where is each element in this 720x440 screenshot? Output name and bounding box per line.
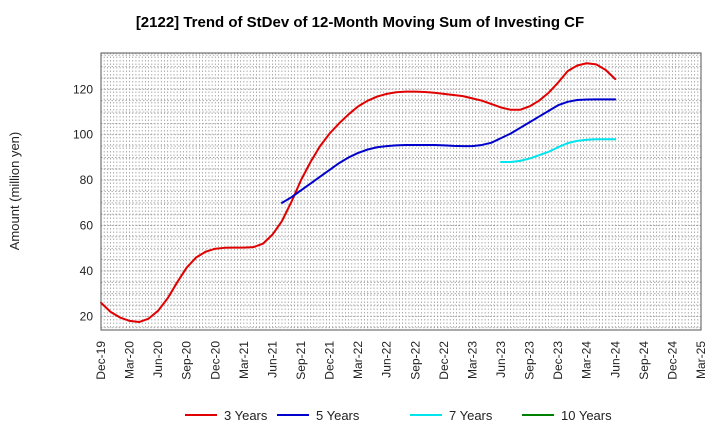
legend-label: 5 Years bbox=[316, 408, 360, 423]
y-tick-label: 80 bbox=[80, 173, 94, 187]
x-tick-label: Sep-23 bbox=[523, 341, 537, 380]
series-line-3-years bbox=[100, 62, 617, 324]
y-tick-label: 120 bbox=[73, 82, 93, 96]
plot-background bbox=[101, 53, 701, 330]
x-tick-label: Dec-21 bbox=[323, 341, 337, 380]
x-tick-label: Dec-24 bbox=[665, 341, 679, 380]
x-tick-label: Sep-21 bbox=[294, 341, 308, 380]
chart-title: [2122] Trend of StDev of 12-Month Moving… bbox=[136, 14, 584, 31]
x-tick-label: Jun-22 bbox=[380, 341, 394, 378]
y-tick-label: 100 bbox=[73, 128, 93, 142]
legend: 3 Years 5 Years 7 Years 10 Years bbox=[185, 408, 612, 423]
y-axis-title: Amount (million yen) bbox=[7, 132, 22, 251]
x-tick-label: Jun-24 bbox=[608, 341, 622, 378]
x-tick-label: Mar-24 bbox=[580, 341, 594, 379]
series-line-5-years bbox=[280, 98, 617, 204]
x-tick-label: Sep-20 bbox=[180, 341, 194, 380]
y-tick-label: 40 bbox=[80, 264, 94, 278]
x-tick-label: Mar-22 bbox=[351, 341, 365, 379]
x-tick-label: Dec-19 bbox=[94, 341, 108, 380]
x-tick-label: Dec-20 bbox=[208, 341, 222, 380]
legend-label: 10 Years bbox=[561, 408, 612, 423]
x-tick-label: Jun-20 bbox=[151, 341, 165, 378]
x-tick-label: Mar-20 bbox=[123, 341, 137, 379]
x-tick-label: Sep-24 bbox=[637, 341, 651, 380]
series-line-7-years bbox=[500, 138, 617, 163]
x-tick-label: Mar-23 bbox=[465, 341, 479, 379]
x-tick-label: Sep-22 bbox=[408, 341, 422, 380]
x-tick-label: Jun-23 bbox=[494, 341, 508, 378]
x-tick-label: Jun-21 bbox=[265, 341, 279, 378]
x-tick-label: Mar-25 bbox=[694, 341, 708, 379]
x-tick-label: Dec-23 bbox=[551, 341, 565, 380]
x-tick-label: Mar-21 bbox=[237, 341, 251, 379]
plot-border bbox=[100, 52, 702, 331]
x-tick-label: Dec-22 bbox=[437, 341, 451, 380]
legend-label: 7 Years bbox=[449, 408, 493, 423]
y-tick-label: 20 bbox=[80, 309, 94, 323]
plot-area: 20 40 60 80 100 120 Dec-19 Mar-20 Jun-20 Sep-20 De… bbox=[73, 52, 708, 380]
y-tick-label: 60 bbox=[80, 219, 94, 233]
legend-label: 3 Years bbox=[224, 408, 268, 423]
